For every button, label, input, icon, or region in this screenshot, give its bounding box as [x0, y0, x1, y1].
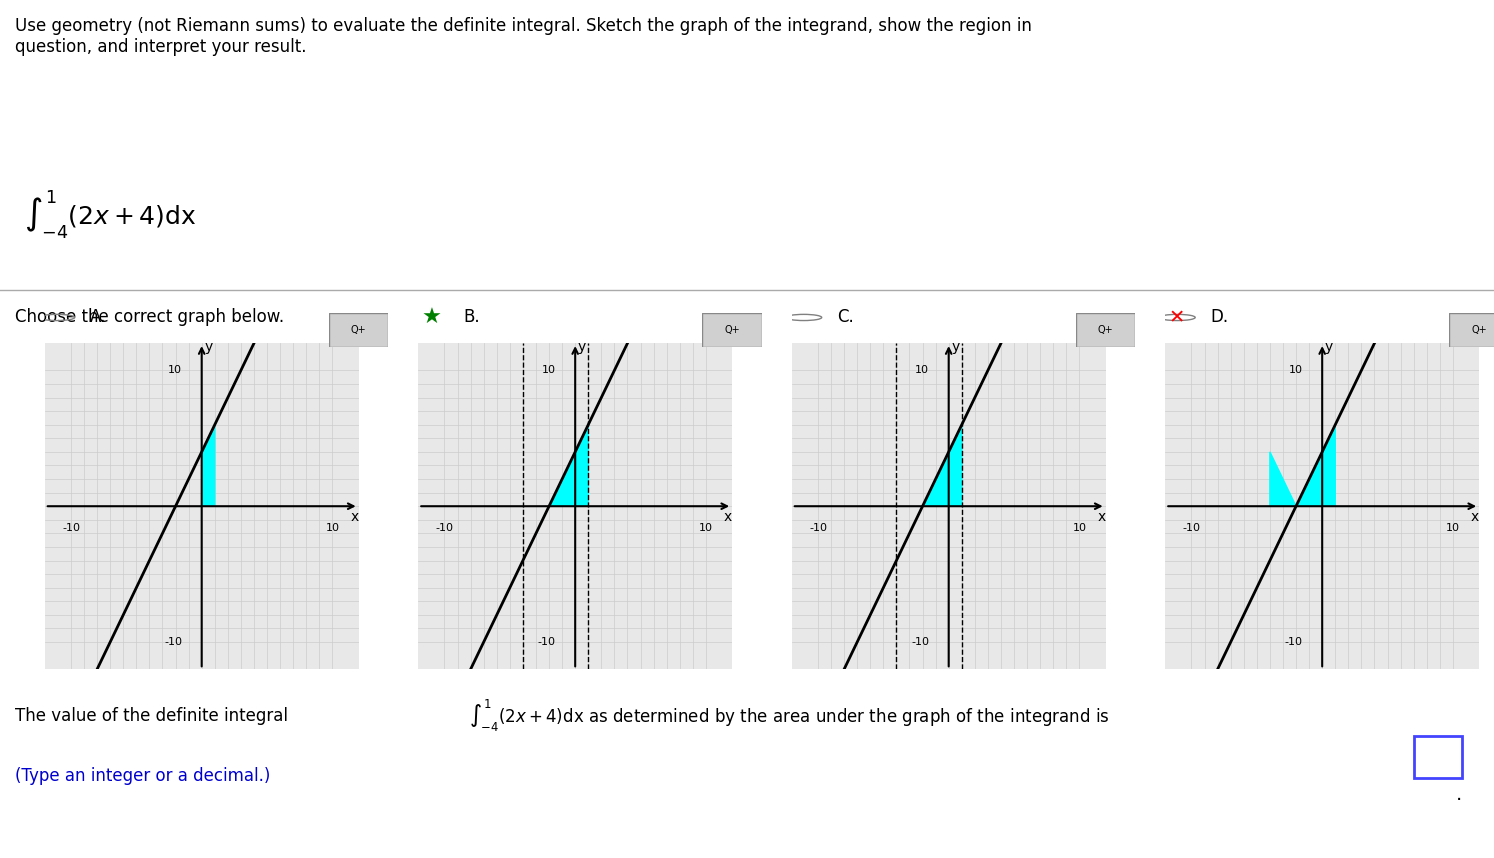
- Text: x: x: [1098, 511, 1106, 524]
- Text: Q+: Q+: [725, 325, 740, 335]
- Text: A.: A.: [90, 309, 106, 326]
- Text: B.: B.: [463, 309, 480, 326]
- Text: 10: 10: [542, 366, 556, 375]
- Text: The value of the definite integral: The value of the definite integral: [15, 708, 288, 725]
- Text: ★: ★: [421, 307, 441, 328]
- Text: C.: C.: [837, 309, 853, 326]
- Text: Q+: Q+: [1098, 325, 1113, 335]
- Text: $\int_{-4}^{1}$$(2x+4)$dx as determined by the area under the graph of the integ: $\int_{-4}^{1}$$(2x+4)$dx as determined …: [469, 698, 1110, 734]
- Text: 10: 10: [1446, 523, 1460, 533]
- Text: Q+: Q+: [1472, 325, 1487, 335]
- Text: y: y: [1325, 341, 1333, 354]
- Polygon shape: [202, 425, 215, 506]
- Text: ✕: ✕: [1168, 308, 1185, 327]
- Polygon shape: [1270, 425, 1336, 506]
- Text: 10: 10: [169, 366, 182, 375]
- Text: 10: 10: [326, 523, 339, 533]
- Polygon shape: [523, 506, 550, 560]
- Polygon shape: [550, 425, 589, 506]
- Text: -10: -10: [61, 523, 81, 533]
- Text: .: .: [1457, 786, 1463, 805]
- Text: x: x: [1472, 511, 1479, 524]
- Text: Q+: Q+: [351, 325, 366, 335]
- Polygon shape: [923, 425, 962, 506]
- Text: -10: -10: [911, 637, 929, 647]
- Text: 10: 10: [699, 523, 713, 533]
- Text: y: y: [952, 341, 959, 354]
- Text: Choose the correct graph below.: Choose the correct graph below.: [15, 309, 284, 326]
- Text: -10: -10: [435, 523, 454, 533]
- Text: Use geometry (not Riemann sums) to evaluate the definite integral. Sketch the gr: Use geometry (not Riemann sums) to evalu…: [15, 17, 1032, 56]
- Text: (Type an integer or a decimal.): (Type an integer or a decimal.): [15, 768, 270, 785]
- Text: -10: -10: [1182, 523, 1201, 533]
- Text: x: x: [351, 511, 359, 524]
- Text: D.: D.: [1210, 309, 1228, 326]
- Text: 10: 10: [1289, 366, 1303, 375]
- Text: x: x: [725, 511, 732, 524]
- Text: -10: -10: [538, 637, 556, 647]
- Text: 10: 10: [1073, 523, 1086, 533]
- Text: -10: -10: [164, 637, 182, 647]
- Text: -10: -10: [1285, 637, 1303, 647]
- Text: y: y: [205, 341, 212, 354]
- Text: 10: 10: [916, 366, 929, 375]
- Text: y: y: [578, 341, 586, 354]
- Text: -10: -10: [808, 523, 828, 533]
- Text: $\int_{-4}^{1}$$(2x+4)$dx: $\int_{-4}^{1}$$(2x+4)$dx: [24, 188, 196, 241]
